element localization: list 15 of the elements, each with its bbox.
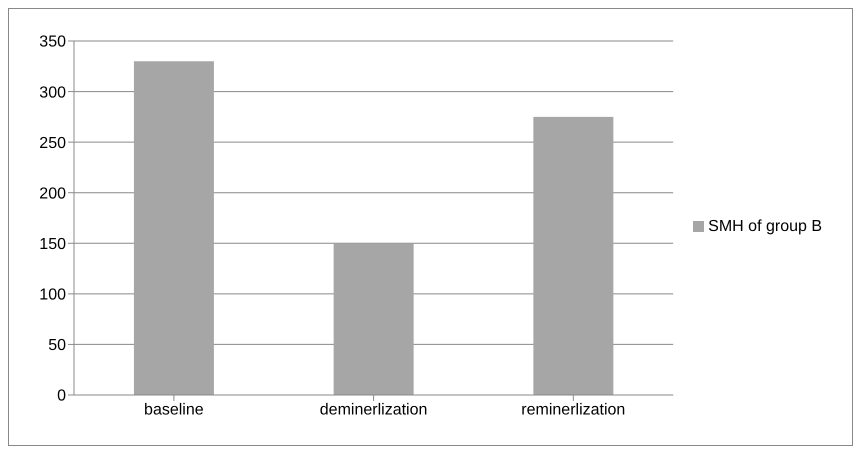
y-tick-label: 0 — [57, 388, 66, 405]
x-tick-label: deminerlization — [320, 401, 428, 418]
bar — [533, 116, 614, 395]
y-tick-label: 200 — [39, 185, 66, 202]
y-tick-label: 100 — [39, 286, 66, 304]
x-tick-label: baseline — [144, 401, 204, 418]
y-tick-label: 300 — [39, 84, 66, 102]
bar — [334, 243, 414, 395]
legend-label: SMH of group B — [708, 218, 822, 235]
y-tick-label: 250 — [39, 134, 66, 152]
y-tick-label: 150 — [39, 236, 66, 253]
bar — [134, 61, 214, 395]
y-tick-label: 50 — [48, 337, 66, 354]
y-tick-label: 350 — [39, 34, 66, 51]
x-tick-label: reminerlization — [521, 401, 626, 418]
